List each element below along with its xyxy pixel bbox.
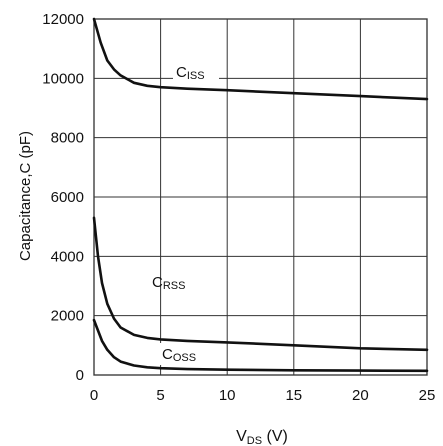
y-tick-label: 2000 [51,308,84,325]
series-label-bg [173,61,219,83]
y-axis-label: Capacitance,C (pF) [17,131,34,261]
series-line-iss [92,17,429,101]
grid-lines [93,18,428,376]
x-tick-label: 10 [219,387,236,404]
series-label-bg [159,343,205,365]
series-label-oss: COSS [162,346,196,364]
series-labels: CISS CRSS COSS [152,61,219,365]
y-tick-label: 4000 [51,248,84,265]
y-tick-labels: 0 2000 4000 6000 8000 10000 12000 [42,11,84,384]
series-label-iss: CISS [176,64,205,82]
x-tick-label: 15 [285,387,302,404]
series-line-rss [92,216,429,352]
y-tick-label: 12000 [42,11,84,28]
series-lines [92,17,429,373]
x-tick-label: 25 [419,387,436,404]
x-tick-label: 20 [352,387,369,404]
y-tick-label: 8000 [51,130,84,147]
x-tick-label: 0 [90,387,98,404]
series-label-rss: CRSS [152,274,185,292]
series-line-oss [92,318,429,373]
y-tick-label: 6000 [51,189,84,206]
y-tick-label: 10000 [42,70,84,87]
x-axis-label: VDS (V) [236,428,288,446]
x-tick-label: 5 [156,387,164,404]
x-tick-labels: 0 5 10 15 20 25 [90,387,436,404]
y-tick-label: 0 [76,367,84,384]
